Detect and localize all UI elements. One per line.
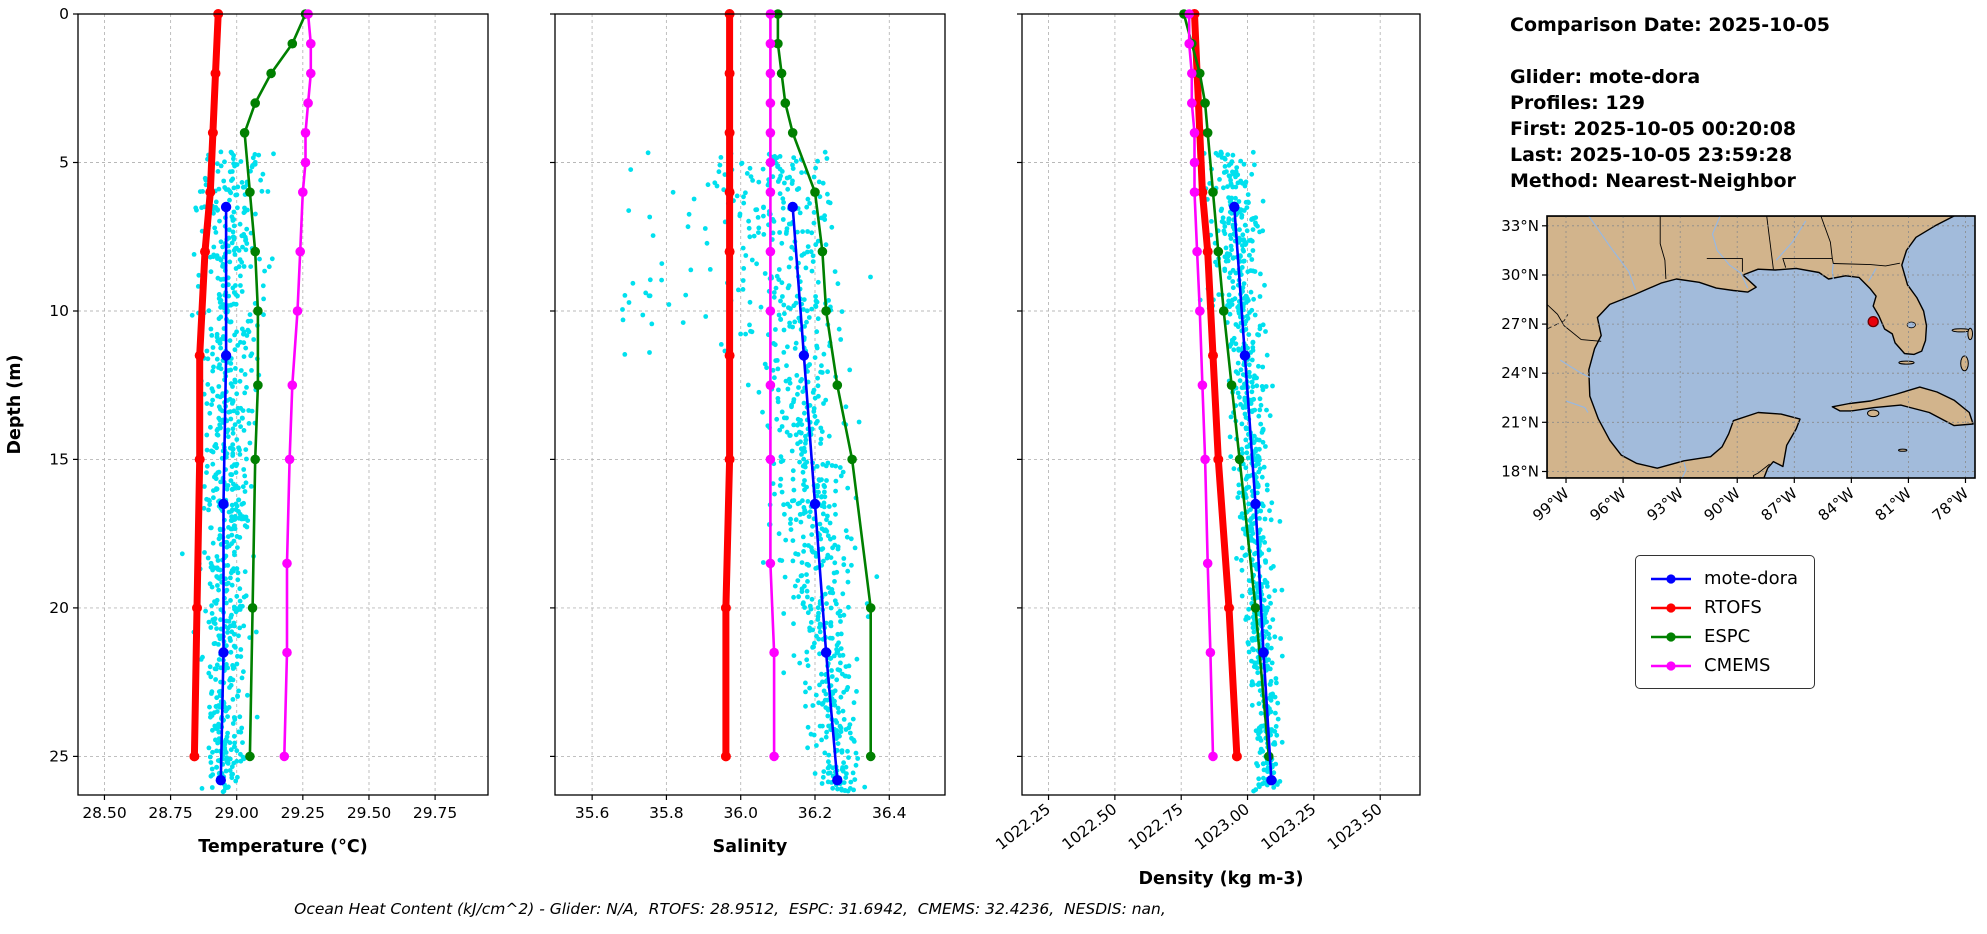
svg-text:33°N: 33°N (1501, 217, 1539, 235)
svg-text:10: 10 (49, 302, 69, 320)
series-mote-dora (1229, 201, 1277, 786)
series-cmems (279, 9, 316, 762)
profile-plots-column: 28.50 28.75 29.00 29.25 29.50 29.75 0 5 10 15 20 25… (5, 5, 1421, 918)
svg-text:87°W: 87°W (1758, 484, 1801, 525)
last-profile-time-text: Last: 2025-10-05 23:59:28 (1510, 144, 1793, 166)
svg-text:81°W: 81°W (1872, 484, 1915, 525)
x-tick-labels: 35.6 35.8 36.0 36.2 36.4 (575, 795, 907, 822)
series-cmems (1184, 9, 1218, 762)
svg-text:18°N: 18°N (1501, 463, 1539, 481)
glider-raw-points (620, 149, 880, 794)
legend-label-rtofs: RTOFS (1704, 597, 1762, 618)
state-borders (1547, 216, 1900, 478)
svg-text:96°W: 96°W (1586, 484, 1629, 525)
series-espc (239, 9, 311, 762)
series-rtofs (189, 9, 224, 762)
gulf-of-mexico-map: 99°W 96°W 93°W 90°W 87°W 84°W 81°W 78°W 33°N 30°N… (1501, 215, 1976, 525)
series-rtofs (720, 9, 735, 762)
legend-label-cmems: CMEMS (1704, 655, 1771, 676)
axes-frame (1021, 13, 1421, 796)
legend-line-swatch-espc (1651, 631, 1691, 642)
svg-text:29.50: 29.50 (347, 804, 391, 822)
svg-text:24°N: 24°N (1501, 364, 1539, 382)
svg-text:78°W: 78°W (1929, 484, 1972, 525)
lakes (1906, 321, 1916, 329)
svg-text:1023.50: 1023.50 (1324, 800, 1386, 854)
svg-text:93°W: 93°W (1643, 484, 1686, 525)
svg-text:15: 15 (49, 450, 69, 468)
method-text: Method: Nearest-Neighbor (1510, 170, 1796, 192)
legend-item-espc: ESPC (1646, 622, 1800, 651)
info-panel: Comparison Date: 2025-10-05 Glider: mote… (1485, 12, 1987, 194)
y-tick-labels (550, 13, 555, 758)
map-graticule (1547, 216, 1975, 478)
svg-text:36.2: 36.2 (798, 804, 833, 822)
svg-text:25: 25 (49, 747, 69, 765)
svg-text:28.50: 28.50 (82, 804, 126, 822)
series-mote-dora (787, 201, 843, 786)
svg-text:36.0: 36.0 (723, 804, 758, 822)
info-column: Comparison Date: 2025-10-05 Glider: mote… (1460, 0, 1987, 918)
svg-text:0: 0 (59, 5, 69, 23)
svg-text:35.6: 35.6 (575, 804, 610, 822)
first-profile-time-text: First: 2025-10-05 00:20:08 (1510, 118, 1797, 140)
legend-label-mote-dora: mote-dora (1704, 568, 1799, 589)
y-tick-labels (1017, 13, 1022, 758)
salinity-profile-chart: 35.6 35.8 36.0 36.2 36.4 Salinity (550, 9, 946, 857)
x-axis-label: Density (kg m-3) (1138, 869, 1303, 889)
legend-item-mote-dora: mote-dora (1646, 564, 1800, 593)
svg-text:99°W: 99°W (1529, 484, 1572, 525)
svg-text:90°W: 90°W (1700, 484, 1743, 525)
legend-label-espc: ESPC (1704, 626, 1751, 647)
axes-frame (77, 13, 489, 796)
gridlines (555, 13, 945, 795)
gridlines (78, 13, 488, 795)
density-profile-chart: 1022.25 1022.50 1022.75 1023.00 1023.25 1023.… (992, 9, 1421, 889)
svg-text:1022.25: 1022.25 (992, 800, 1054, 854)
svg-text:5: 5 (59, 154, 69, 172)
svg-text:20: 20 (49, 599, 69, 617)
svg-text:84°W: 84°W (1815, 484, 1858, 525)
x-axis-label: Temperature (°C) (198, 837, 368, 857)
x-tick-labels: 28.50 28.75 29.00 29.25 29.50 29.75 (82, 795, 457, 822)
gridlines (1022, 13, 1420, 795)
svg-text:30°N: 30°N (1501, 266, 1539, 284)
series-mote-dora (215, 201, 232, 786)
profiles-count-text: Profiles: 129 (1510, 92, 1646, 114)
legend: mote-dora RTOFS ESPC CMEMS (1635, 555, 1816, 689)
land-polygons (1547, 216, 1974, 478)
legend-item-cmems: CMEMS (1646, 651, 1800, 680)
x-axis-label: Salinity (713, 837, 788, 857)
svg-text:21°N: 21°N (1501, 413, 1539, 431)
svg-text:1022.75: 1022.75 (1125, 800, 1187, 854)
y-tick-labels: 0 5 10 15 20 25 (49, 5, 78, 765)
map-frame (1546, 215, 1976, 479)
comparison-date-text: Comparison Date: 2025-10-05 (1510, 14, 1830, 36)
glider-name-text: Glider: mote-dora (1510, 66, 1701, 88)
temperature-profile-chart: 28.50 28.75 29.00 29.25 29.50 29.75 0 5 10 15 20 25… (5, 5, 489, 857)
svg-text:29.75: 29.75 (413, 804, 457, 822)
svg-text:35.8: 35.8 (649, 804, 684, 822)
ocean-heat-content-text: Ocean Heat Content (kJ/cm^2) - Glider: N… (294, 900, 1166, 918)
svg-text:1022.50: 1022.50 (1059, 800, 1121, 854)
legend-line-swatch-cmems (1651, 660, 1691, 671)
svg-text:28.75: 28.75 (148, 804, 192, 822)
legend-line-swatch-rtofs (1651, 602, 1691, 613)
x-tick-labels: 1022.25 1022.50 1022.75 1023.00 1023.25 1023.… (992, 795, 1386, 854)
svg-text:1023.25: 1023.25 (1258, 800, 1320, 854)
y-axis-label: Depth (m) (5, 354, 25, 454)
svg-text:27°N: 27°N (1501, 315, 1539, 333)
series-cmems (765, 9, 779, 762)
axes-frame (554, 13, 946, 796)
rivers (1559, 216, 1877, 478)
svg-text:36.4: 36.4 (872, 804, 907, 822)
glider-location-marker (1867, 315, 1879, 328)
svg-text:1023.00: 1023.00 (1191, 800, 1253, 854)
svg-text:29.00: 29.00 (215, 804, 259, 822)
legend-line-swatch-mote-dora (1651, 573, 1691, 584)
series-espc (773, 9, 876, 762)
legend-item-rtofs: RTOFS (1646, 593, 1800, 622)
svg-text:29.25: 29.25 (281, 804, 325, 822)
